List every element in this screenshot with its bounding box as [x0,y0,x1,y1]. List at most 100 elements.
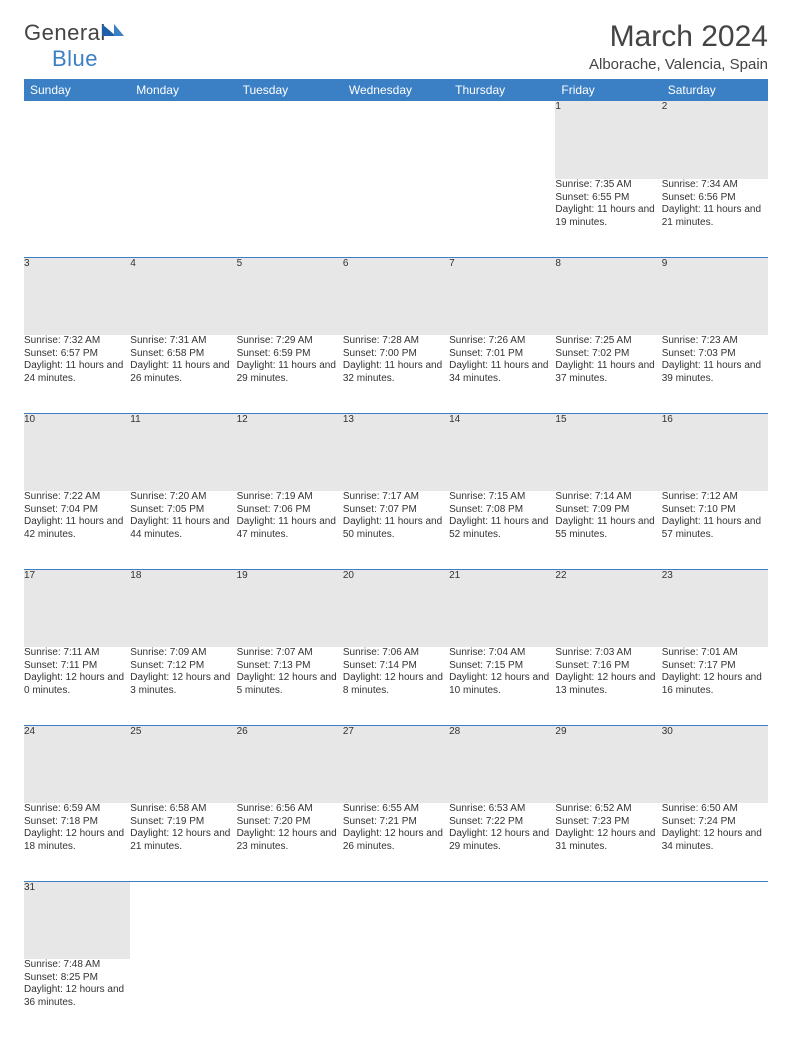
daylight-line: Daylight: 12 hours and 13 minutes. [555,672,661,697]
day-number-cell: 29 [555,725,661,803]
daylight-line: Daylight: 12 hours and 8 minutes. [343,672,449,697]
sunrise-line: Sunrise: 7:28 AM [343,335,449,348]
logo-text-2: Blue [24,46,98,71]
day-data-cell: Sunrise: 6:52 AMSunset: 7:23 PMDaylight:… [555,803,661,881]
day-number-cell: 1 [555,101,661,179]
day-number-cell: 4 [130,257,236,335]
day-number-cell [662,881,768,959]
sunrise-line: Sunrise: 7:07 AM [237,647,343,660]
weekday-header: Sunday [24,79,130,101]
day-data-cell [555,959,661,1037]
day-number-cell [24,101,130,179]
daylight-line: Daylight: 12 hours and 36 minutes. [24,984,130,1009]
title-block: March 2024 Alborache, Valencia, Spain [589,20,768,73]
day-data-cell: Sunrise: 6:50 AMSunset: 7:24 PMDaylight:… [662,803,768,881]
day-data-cell: Sunrise: 7:26 AMSunset: 7:01 PMDaylight:… [449,335,555,413]
logo-triangle-icon-2 [114,24,124,36]
sunset-line: Sunset: 7:07 PM [343,504,449,517]
day-number-cell: 24 [24,725,130,803]
day-data-cell: Sunrise: 7:34 AMSunset: 6:56 PMDaylight:… [662,179,768,257]
calendar-table: SundayMondayTuesdayWednesdayThursdayFrid… [24,79,768,1037]
day-data-cell: Sunrise: 7:04 AMSunset: 7:15 PMDaylight:… [449,647,555,725]
day-data-cell: Sunrise: 7:06 AMSunset: 7:14 PMDaylight:… [343,647,449,725]
weekday-header: Friday [555,79,661,101]
day-data-cell: Sunrise: 6:59 AMSunset: 7:18 PMDaylight:… [24,803,130,881]
sunrise-line: Sunrise: 7:48 AM [24,959,130,972]
day-data-cell [662,959,768,1037]
day-data-cell [449,179,555,257]
day-number-cell: 20 [343,569,449,647]
calendar-body: 12Sunrise: 7:35 AMSunset: 6:55 PMDayligh… [24,101,768,1037]
sunrise-line: Sunrise: 6:52 AM [555,803,661,816]
sunrise-line: Sunrise: 6:53 AM [449,803,555,816]
day-data-cell: Sunrise: 6:56 AMSunset: 7:20 PMDaylight:… [237,803,343,881]
sunset-line: Sunset: 7:23 PM [555,816,661,829]
daylight-line: Daylight: 11 hours and 44 minutes. [130,516,236,541]
day-number-cell: 13 [343,413,449,491]
month-title: March 2024 [589,20,768,54]
day-data-cell: Sunrise: 7:25 AMSunset: 7:02 PMDaylight:… [555,335,661,413]
sunrise-line: Sunrise: 7:32 AM [24,335,130,348]
sunset-line: Sunset: 7:16 PM [555,660,661,673]
sunset-line: Sunset: 6:58 PM [130,348,236,361]
daynum-row: 17181920212223 [24,569,768,647]
sunset-line: Sunset: 7:10 PM [662,504,768,517]
sunset-line: Sunset: 7:21 PM [343,816,449,829]
day-data-cell: Sunrise: 6:55 AMSunset: 7:21 PMDaylight:… [343,803,449,881]
day-data-cell [237,179,343,257]
day-number-cell: 19 [237,569,343,647]
sunrise-line: Sunrise: 7:03 AM [555,647,661,660]
sunset-line: Sunset: 7:19 PM [130,816,236,829]
day-data-cell: Sunrise: 7:35 AMSunset: 6:55 PMDaylight:… [555,179,661,257]
daylight-line: Daylight: 12 hours and 21 minutes. [130,828,236,853]
day-number-cell: 16 [662,413,768,491]
day-number-cell: 11 [130,413,236,491]
sunset-line: Sunset: 7:12 PM [130,660,236,673]
daylight-line: Daylight: 12 hours and 16 minutes. [662,672,768,697]
day-data-cell: Sunrise: 7:23 AMSunset: 7:03 PMDaylight:… [662,335,768,413]
day-number-cell [130,101,236,179]
daylight-line: Daylight: 11 hours and 55 minutes. [555,516,661,541]
day-data-cell [237,959,343,1037]
day-number-cell: 3 [24,257,130,335]
sunrise-line: Sunrise: 7:23 AM [662,335,768,348]
weekday-header: Thursday [449,79,555,101]
daylight-line: Daylight: 12 hours and 23 minutes. [237,828,343,853]
daynum-row: 31 [24,881,768,959]
sunrise-line: Sunrise: 7:34 AM [662,179,768,192]
sunset-line: Sunset: 7:14 PM [343,660,449,673]
daylight-line: Daylight: 11 hours and 19 minutes. [555,204,661,229]
daylight-line: Daylight: 12 hours and 29 minutes. [449,828,555,853]
day-number-cell: 18 [130,569,236,647]
daynum-row: 3456789 [24,257,768,335]
sunset-line: Sunset: 7:02 PM [555,348,661,361]
sunrise-line: Sunrise: 7:09 AM [130,647,236,660]
daylight-line: Daylight: 11 hours and 39 minutes. [662,360,768,385]
sunrise-line: Sunrise: 7:35 AM [555,179,661,192]
daylight-line: Daylight: 11 hours and 29 minutes. [237,360,343,385]
day-data-cell: Sunrise: 7:17 AMSunset: 7:07 PMDaylight:… [343,491,449,569]
sunrise-line: Sunrise: 6:55 AM [343,803,449,816]
sunrise-line: Sunrise: 7:26 AM [449,335,555,348]
sunset-line: Sunset: 7:09 PM [555,504,661,517]
page-header: General Blue March 2024 Alborache, Valen… [24,20,768,73]
sunset-line: Sunset: 6:56 PM [662,192,768,205]
sunset-line: Sunset: 6:59 PM [237,348,343,361]
day-data-cell [130,179,236,257]
day-number-cell: 7 [449,257,555,335]
day-data-cell: Sunrise: 7:09 AMSunset: 7:12 PMDaylight:… [130,647,236,725]
sunrise-line: Sunrise: 7:04 AM [449,647,555,660]
daylight-line: Daylight: 12 hours and 31 minutes. [555,828,661,853]
day-data-cell: Sunrise: 7:15 AMSunset: 7:08 PMDaylight:… [449,491,555,569]
daylight-line: Daylight: 12 hours and 26 minutes. [343,828,449,853]
daylight-line: Daylight: 11 hours and 26 minutes. [130,360,236,385]
day-number-cell [449,101,555,179]
sunset-line: Sunset: 7:24 PM [662,816,768,829]
day-number-cell: 8 [555,257,661,335]
day-number-cell [237,101,343,179]
weekday-header: Monday [130,79,236,101]
daylight-line: Daylight: 11 hours and 34 minutes. [449,360,555,385]
day-data-cell: Sunrise: 6:53 AMSunset: 7:22 PMDaylight:… [449,803,555,881]
sunrise-line: Sunrise: 6:58 AM [130,803,236,816]
weekday-header-row: SundayMondayTuesdayWednesdayThursdayFrid… [24,79,768,101]
